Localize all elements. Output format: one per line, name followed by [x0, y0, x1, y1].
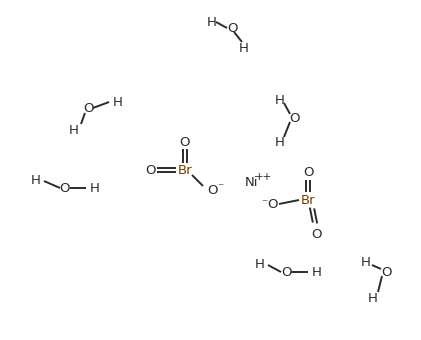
Text: O: O — [83, 102, 93, 115]
Text: Br: Br — [301, 193, 315, 206]
Text: H: H — [90, 182, 100, 194]
Text: O: O — [303, 166, 313, 178]
Text: O: O — [60, 182, 70, 194]
Text: O: O — [207, 184, 217, 197]
Text: H: H — [312, 266, 322, 278]
Text: O: O — [228, 21, 238, 34]
Text: ⁻: ⁻ — [261, 198, 267, 210]
Text: H: H — [69, 124, 79, 137]
Text: O: O — [312, 228, 322, 241]
Text: H: H — [207, 16, 217, 29]
Text: H: H — [113, 96, 123, 108]
Text: H: H — [31, 174, 41, 187]
Text: ⁻: ⁻ — [217, 182, 223, 194]
Text: Ni: Ni — [245, 176, 259, 189]
Text: O: O — [382, 266, 392, 278]
Text: H: H — [239, 41, 249, 54]
Text: H: H — [275, 94, 285, 106]
Text: ++: ++ — [256, 172, 273, 182]
Text: O: O — [145, 164, 155, 176]
Text: O: O — [180, 136, 190, 149]
Text: O: O — [290, 112, 300, 124]
Text: H: H — [255, 258, 265, 272]
Text: H: H — [275, 136, 285, 149]
Text: Br: Br — [178, 164, 192, 176]
Text: O: O — [281, 266, 291, 278]
Text: O: O — [267, 198, 277, 210]
Text: H: H — [361, 256, 371, 270]
Text: H: H — [368, 292, 378, 306]
